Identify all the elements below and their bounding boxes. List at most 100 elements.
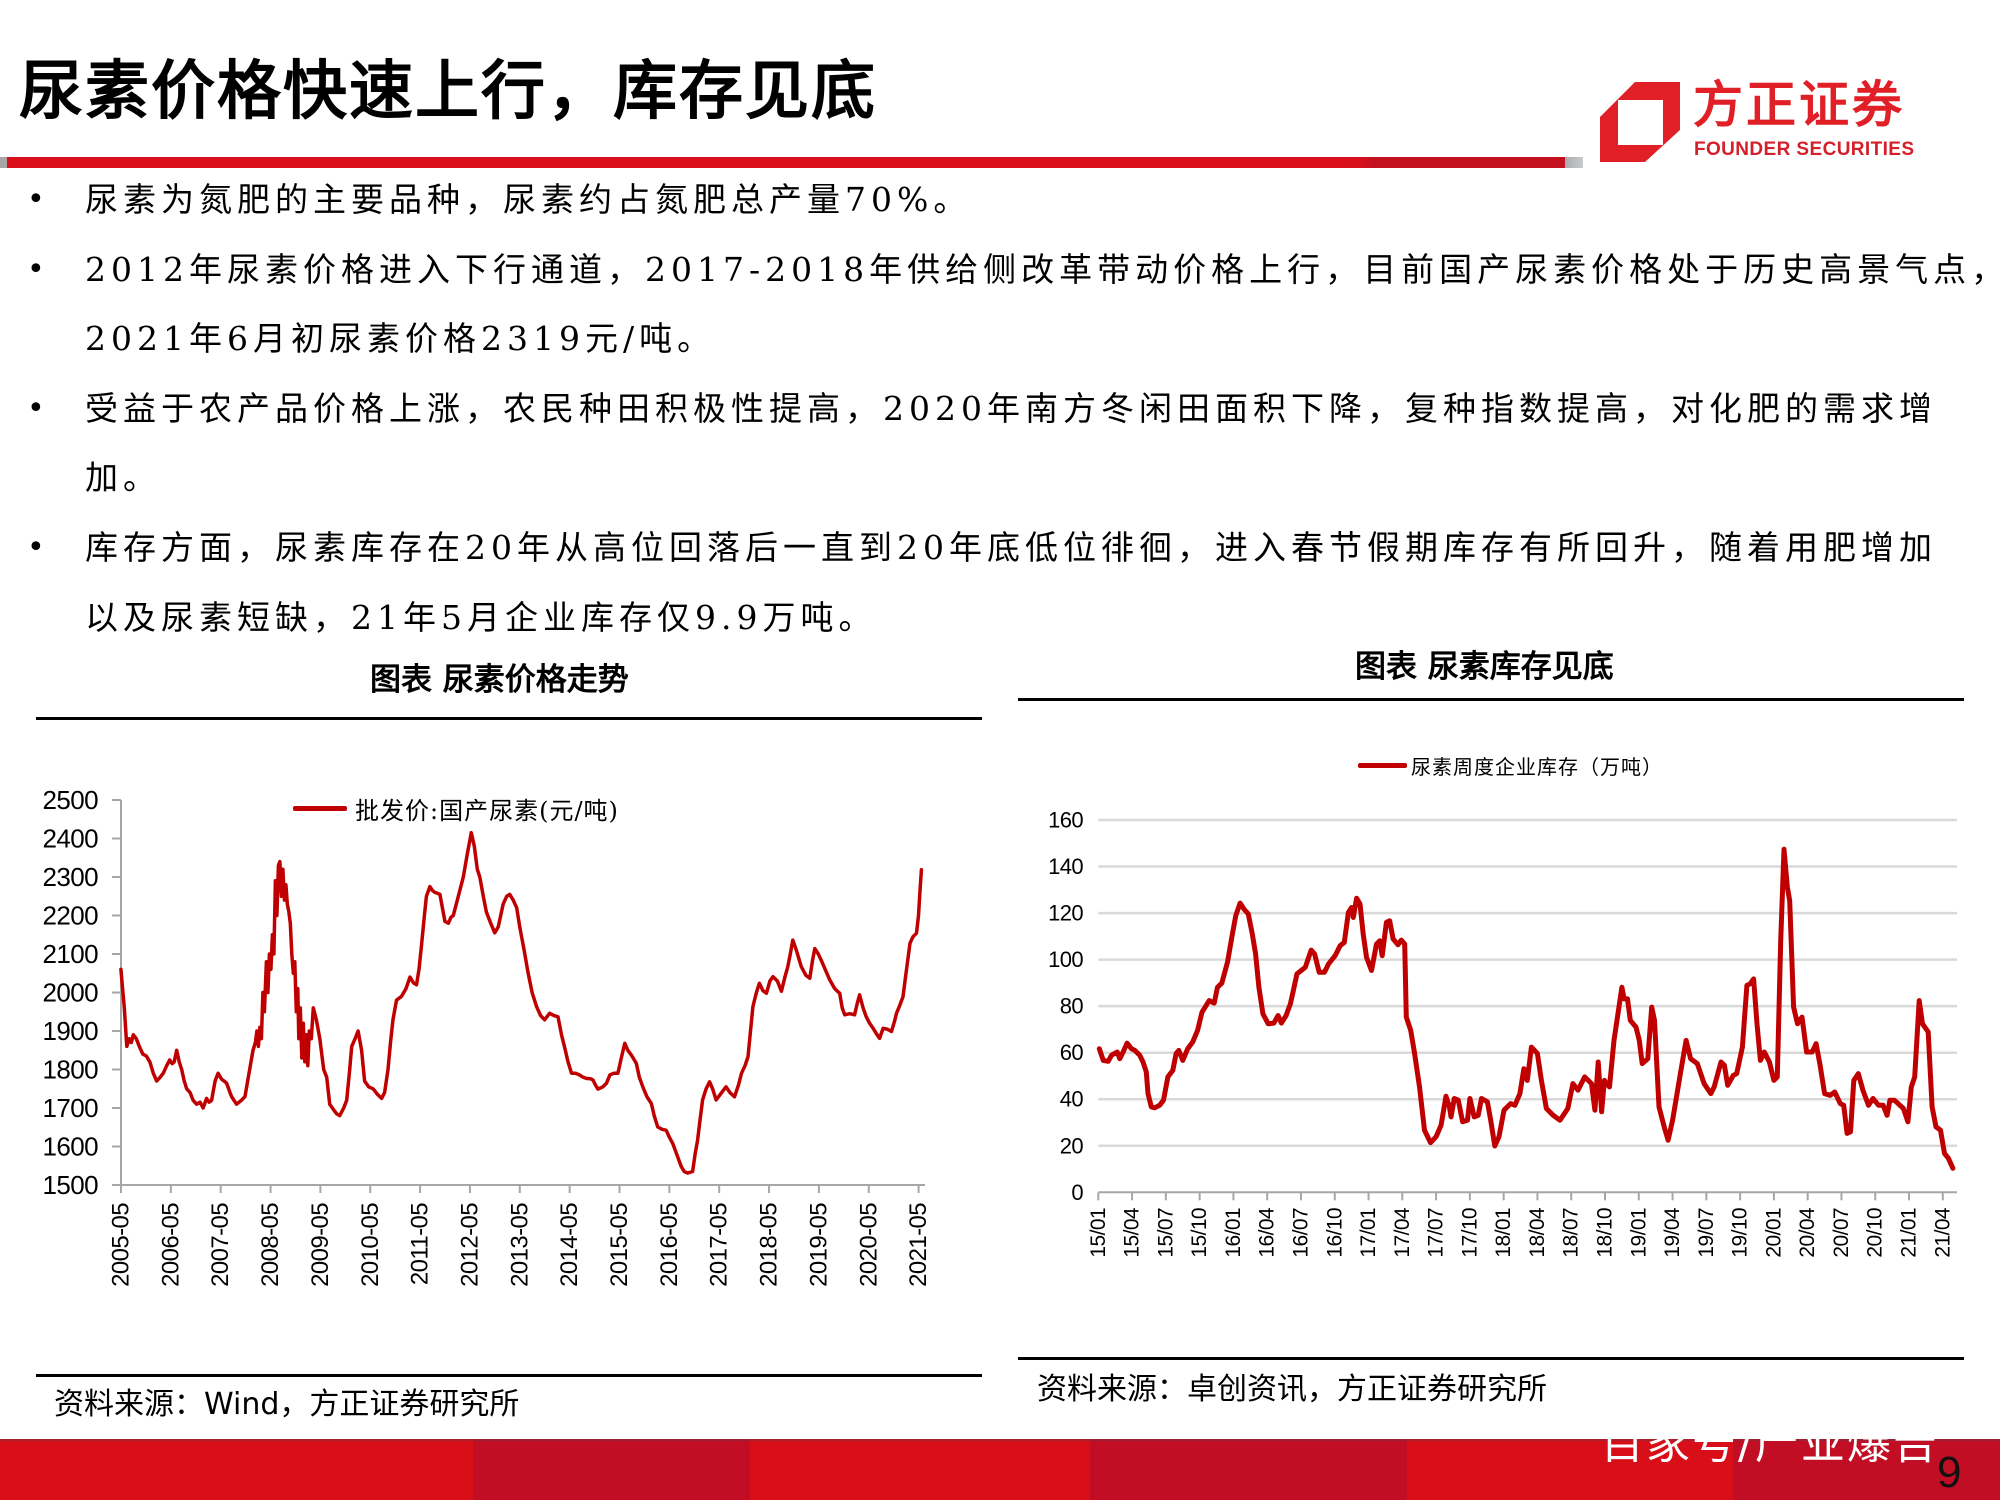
x-tick-label: 2005-05	[108, 1203, 135, 1287]
y-tick-label: 2400	[43, 824, 99, 854]
inventory-chart-source: 资料来源：卓创资讯，方正证券研究所	[1037, 1372, 1547, 1407]
legend-line-icon	[293, 805, 347, 811]
y-tick-label: 100	[1048, 947, 1083, 972]
price-chart-legend: 批发价:国产尿素(元/吨)	[293, 792, 619, 825]
x-tick-label: 2014-05	[556, 1203, 583, 1287]
inventory-chart-plot: 0 20 40 60 80 100 120 140 160 15/01 15/04 15/07 15/1…	[1048, 808, 1957, 1258]
x-tick-label: 21/04	[1931, 1207, 1954, 1257]
y-tick-label: 1700	[43, 1093, 99, 1123]
x-tick-label: 2010-05	[357, 1203, 384, 1287]
bullet-text: 尿素为氮肥的主要品种，尿素约占氮肥总产量70%。	[85, 180, 972, 219]
page-number: 9	[1937, 1448, 1962, 1497]
x-tick-label: 2020-05	[855, 1203, 882, 1287]
logo-name-en: FOUNDER SECURITIES	[1694, 139, 1915, 160]
x-tick-label: 20/01	[1762, 1208, 1785, 1258]
x-tick-label: 19/10	[1729, 1208, 1752, 1258]
price-series-line	[119, 830, 924, 1175]
x-tick-label: 15/04	[1121, 1207, 1144, 1257]
x-tick-label: 16/07	[1289, 1208, 1312, 1258]
x-tick-label: 19/07	[1695, 1208, 1718, 1258]
x-tick-label: 2007-05	[207, 1203, 234, 1287]
y-tick-label: 40	[1060, 1087, 1084, 1112]
x-tick-label: 20/04	[1796, 1207, 1819, 1257]
x-tick-label: 17/04	[1391, 1207, 1414, 1257]
inventory-series-line	[1096, 846, 1956, 1171]
y-tick-label: 1800	[43, 1055, 99, 1085]
title-divider	[0, 157, 1583, 168]
x-tick-label: 21/01	[1898, 1208, 1921, 1258]
logo-name-cn: 方正证券	[1693, 76, 1905, 134]
inventory-chart-title: 图表 尿素库存见底	[1355, 649, 1614, 685]
bullet-dot-icon: •	[27, 529, 45, 565]
y-tick-label: 2100	[43, 939, 99, 969]
y-tick-label: 2300	[43, 862, 99, 892]
price-chart-plot: 1500 1600 1700 1800 1900 2000 2100 2200 2300 2400…	[43, 785, 933, 1287]
x-tick-label: 2018-05	[756, 1203, 783, 1287]
x-tick-label: 2011-05	[407, 1203, 434, 1285]
bullet-item: • 受益于农产品价格上涨，农民种田积极性提高，2020年南方冬闲田面积下降，复种…	[0, 374, 2000, 513]
x-tick-label: 15/01	[1087, 1208, 1110, 1258]
x-tick-label: 2013-05	[506, 1203, 533, 1287]
founder-logo-icon	[1600, 82, 1680, 162]
y-tick-label: 1900	[43, 1016, 99, 1046]
bullet-text: 2012年尿素价格进入下行通道，2017-2018年供给侧改革带动价格上行，目前…	[85, 249, 2000, 289]
legend-label: 批发价:国产尿素(元/吨)	[355, 796, 619, 825]
bullet-text: 加。	[85, 458, 161, 498]
x-tick-label: 18/01	[1492, 1208, 1515, 1258]
x-tick-label: 18/07	[1560, 1208, 1583, 1258]
y-tick-label: 60	[1060, 1040, 1084, 1065]
inventory-chart-title-rule	[1018, 698, 1964, 701]
x-tick-label: 2016-05	[656, 1203, 683, 1287]
x-tick-label: 2006-05	[157, 1203, 184, 1287]
watermark-text: 百家号/产业爆告	[1600, 1439, 1939, 1469]
x-tick-label: 18/10	[1594, 1208, 1617, 1258]
bullet-text: 2021年6月初尿素价格2319元/吨。	[85, 319, 716, 359]
y-tick-label: 120	[1048, 901, 1083, 926]
bullet-item: • 库存方面，尿素库存在20年从高位回落后一直到20年底低位徘徊，进入春节假期库…	[0, 513, 2000, 652]
price-chart-title-rule	[36, 717, 982, 720]
inventory-chart-source-rule	[1018, 1357, 1964, 1360]
x-tick-label: 16/10	[1323, 1208, 1346, 1258]
y-tick-label: 2500	[43, 785, 99, 815]
bullet-dot-icon: •	[27, 182, 45, 217]
legend-label: 尿素周度企业库存（万吨）	[1411, 754, 1663, 779]
bullet-text: 受益于农产品价格上涨，农民种田积极性提高，2020年南方冬闲田面积下降，复种指数…	[85, 388, 1937, 428]
inventory-chart-legend: 尿素周度企业库存（万吨）	[1358, 750, 1663, 780]
x-tick-label: 2017-05	[706, 1203, 733, 1287]
x-tick-label: 16/01	[1222, 1208, 1245, 1258]
y-tick-label: 1600	[43, 1132, 99, 1162]
x-tick-label: 2015-05	[606, 1203, 633, 1287]
y-tick-label: 2000	[43, 978, 99, 1008]
price-chart-title: 图表 尿素价格走势	[370, 662, 629, 698]
y-tick-label: 0	[1071, 1180, 1083, 1205]
x-tick-label: 2008-05	[257, 1203, 284, 1287]
y-tick-label: 160	[1048, 808, 1083, 833]
price-chart-source: 资料来源：Wind，方正证券研究所	[54, 1387, 520, 1422]
legend-line-icon	[1358, 762, 1407, 768]
x-tick-label: 2012-05	[456, 1203, 483, 1287]
x-tick-label: 18/04	[1526, 1207, 1549, 1257]
x-tick-label: 20/07	[1830, 1208, 1853, 1258]
bullet-dot-icon: •	[27, 390, 45, 426]
y-tick-label: 20	[1060, 1133, 1084, 1158]
x-tick-label: 16/04	[1256, 1207, 1279, 1257]
x-tick-label: 19/04	[1661, 1207, 1684, 1257]
x-tick-label: 15/07	[1154, 1208, 1177, 1258]
y-tick-label: 2200	[43, 901, 99, 931]
x-tick-label: 2009-05	[307, 1203, 334, 1287]
price-chart-source-rule	[36, 1374, 982, 1377]
x-tick-label: 19/01	[1627, 1208, 1650, 1258]
company-logo: 方正证券 FOUNDER SECURITIES	[1595, 75, 1935, 170]
y-tick-label: 1500	[43, 1170, 99, 1200]
bullet-text: 以及尿素短缺，21年5月企业库存仅9.9万吨。	[85, 597, 877, 637]
y-tick-label: 140	[1048, 854, 1083, 879]
x-tick-label: 2019-05	[805, 1203, 832, 1287]
y-tick-label: 80	[1060, 994, 1084, 1019]
bullet-item: • 2012年尿素价格进入下行通道，2017-2018年供给侧改革带动价格上行，…	[0, 235, 2000, 374]
bullet-list: • 尿素为氮肥的主要品种，尿素约占氮肥总产量70%。 • 2012年尿素价格进入…	[0, 165, 2000, 652]
bullet-text: 库存方面，尿素库存在20年从高位回落后一直到20年底低位徘徊，进入春节假期库存有…	[85, 527, 1937, 567]
x-tick-label: 15/10	[1188, 1208, 1211, 1258]
page-title: 尿素价格快速上行，库存见底	[19, 55, 877, 129]
x-tick-label: 17/01	[1357, 1208, 1380, 1258]
